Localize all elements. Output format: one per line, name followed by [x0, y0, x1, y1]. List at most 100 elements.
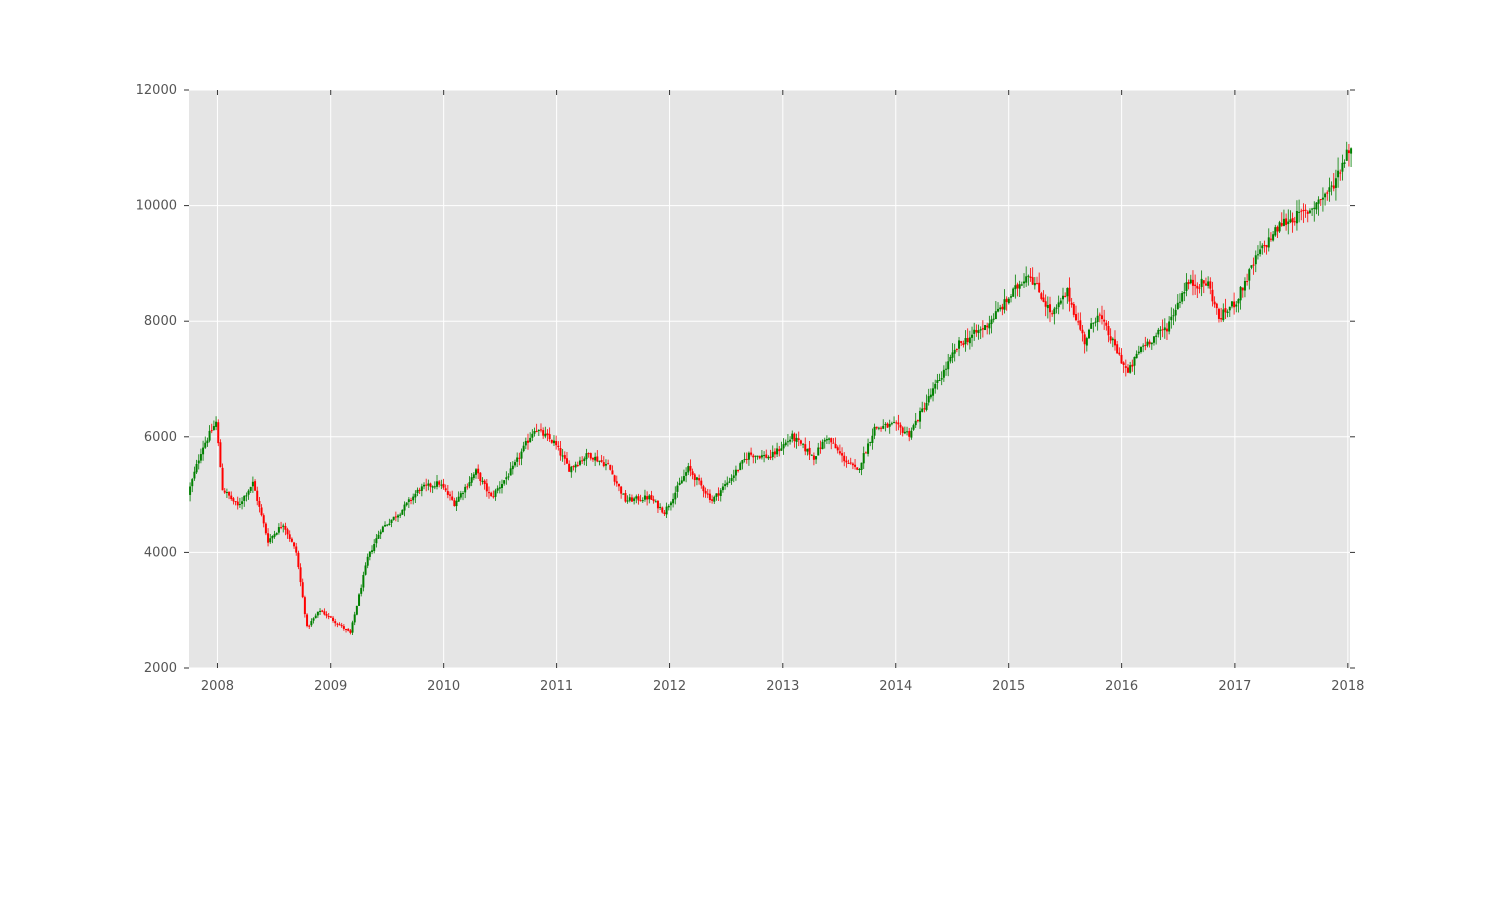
candle-body: [1263, 245, 1266, 247]
candle-body: [561, 455, 564, 457]
x-tick-label: 2016: [1105, 679, 1138, 694]
y-tick-label: 8000: [144, 314, 177, 329]
candle-body: [362, 574, 365, 588]
candle-body: [1007, 298, 1010, 304]
candle-body: [1168, 321, 1171, 332]
candle-body: [539, 429, 542, 431]
candle-body: [643, 495, 646, 500]
candle-body: [446, 491, 449, 495]
candle-body: [815, 456, 818, 460]
candle-body: [743, 459, 746, 461]
candle-body: [254, 481, 257, 491]
candle-body: [587, 453, 590, 455]
candle-body: [945, 368, 948, 370]
candle-body: [728, 481, 731, 483]
candle-body: [1066, 288, 1069, 297]
candle-body: [438, 481, 441, 485]
candle-body: [711, 499, 714, 501]
candle-body: [360, 587, 363, 594]
candle-body: [1347, 150, 1350, 154]
candle-body: [1226, 311, 1229, 313]
candle-body: [847, 462, 850, 464]
candle-body: [594, 456, 597, 461]
plot-background: [189, 90, 1350, 668]
candle-body: [199, 454, 202, 461]
candle-body: [548, 434, 551, 440]
candle-body: [197, 460, 200, 464]
candle-body: [1306, 211, 1309, 214]
candle-body: [407, 499, 410, 503]
candle-body: [492, 496, 495, 498]
candle-body: [293, 542, 296, 547]
candle-body: [689, 465, 692, 471]
candle-body: [297, 552, 300, 568]
candle-body: [732, 475, 735, 478]
candle-body: [1220, 318, 1223, 320]
candle-body: [1020, 284, 1023, 286]
candle-body: [1001, 306, 1004, 310]
candle-body: [299, 567, 302, 583]
candle-body: [332, 617, 335, 621]
candle-body: [836, 447, 839, 451]
candle-body: [249, 486, 252, 491]
candle-body: [338, 624, 341, 626]
candle-body: [1083, 334, 1086, 345]
candle-body: [609, 464, 612, 470]
candle-body: [470, 477, 473, 483]
candle-body: [431, 486, 434, 488]
axis-ticks: [184, 89, 1355, 669]
candle-body: [232, 498, 235, 502]
candle-body: [984, 325, 987, 331]
candle-body: [475, 469, 478, 475]
candle-body: [1109, 336, 1112, 341]
candle-body: [1068, 287, 1071, 302]
candle-body: [741, 460, 744, 464]
candle-body: [615, 481, 618, 484]
candle-body: [245, 495, 248, 497]
candle-body: [221, 467, 224, 491]
candle-body: [462, 493, 465, 495]
candle-body: [347, 628, 350, 631]
y-tick-label: 12000: [136, 83, 177, 98]
candle-body: [669, 502, 672, 506]
candle-body: [769, 456, 772, 458]
candle-body: [433, 486, 436, 488]
candle-body: [886, 423, 889, 428]
candle-body: [626, 500, 629, 502]
candle-body: [449, 494, 452, 496]
candle-body: [1181, 292, 1184, 302]
candle-body: [955, 348, 958, 350]
candle-body: [1285, 218, 1288, 225]
candle-body: [856, 467, 859, 470]
candle-body: [379, 531, 382, 535]
candle-body: [1243, 280, 1246, 291]
candle-body: [906, 431, 909, 433]
candle-body: [804, 444, 807, 452]
candle-body: [992, 318, 995, 320]
candle-body: [724, 484, 727, 487]
candle-body: [1029, 276, 1032, 278]
candle-body: [212, 426, 215, 430]
candle-body: [808, 447, 811, 455]
candle-body: [966, 338, 969, 343]
candle-body: [1014, 285, 1017, 290]
candle-body: [864, 452, 867, 454]
gridlines: [189, 89, 1350, 669]
candle-body: [503, 480, 506, 484]
candle-body: [451, 496, 454, 500]
candle-body: [661, 507, 664, 513]
candle-body: [830, 438, 833, 443]
candle-body: [267, 533, 270, 543]
candle-body: [923, 408, 926, 410]
candle-body: [260, 507, 263, 516]
candle-body: [698, 478, 701, 481]
candle-body: [319, 610, 322, 612]
candle-body: [1094, 321, 1097, 323]
candle-body: [812, 455, 815, 460]
candle-body: [464, 486, 467, 493]
candle-body: [1302, 210, 1305, 212]
candle-body: [217, 422, 220, 444]
candle-body: [1044, 301, 1047, 307]
candle-body: [442, 483, 445, 488]
candle-body: [739, 463, 742, 471]
